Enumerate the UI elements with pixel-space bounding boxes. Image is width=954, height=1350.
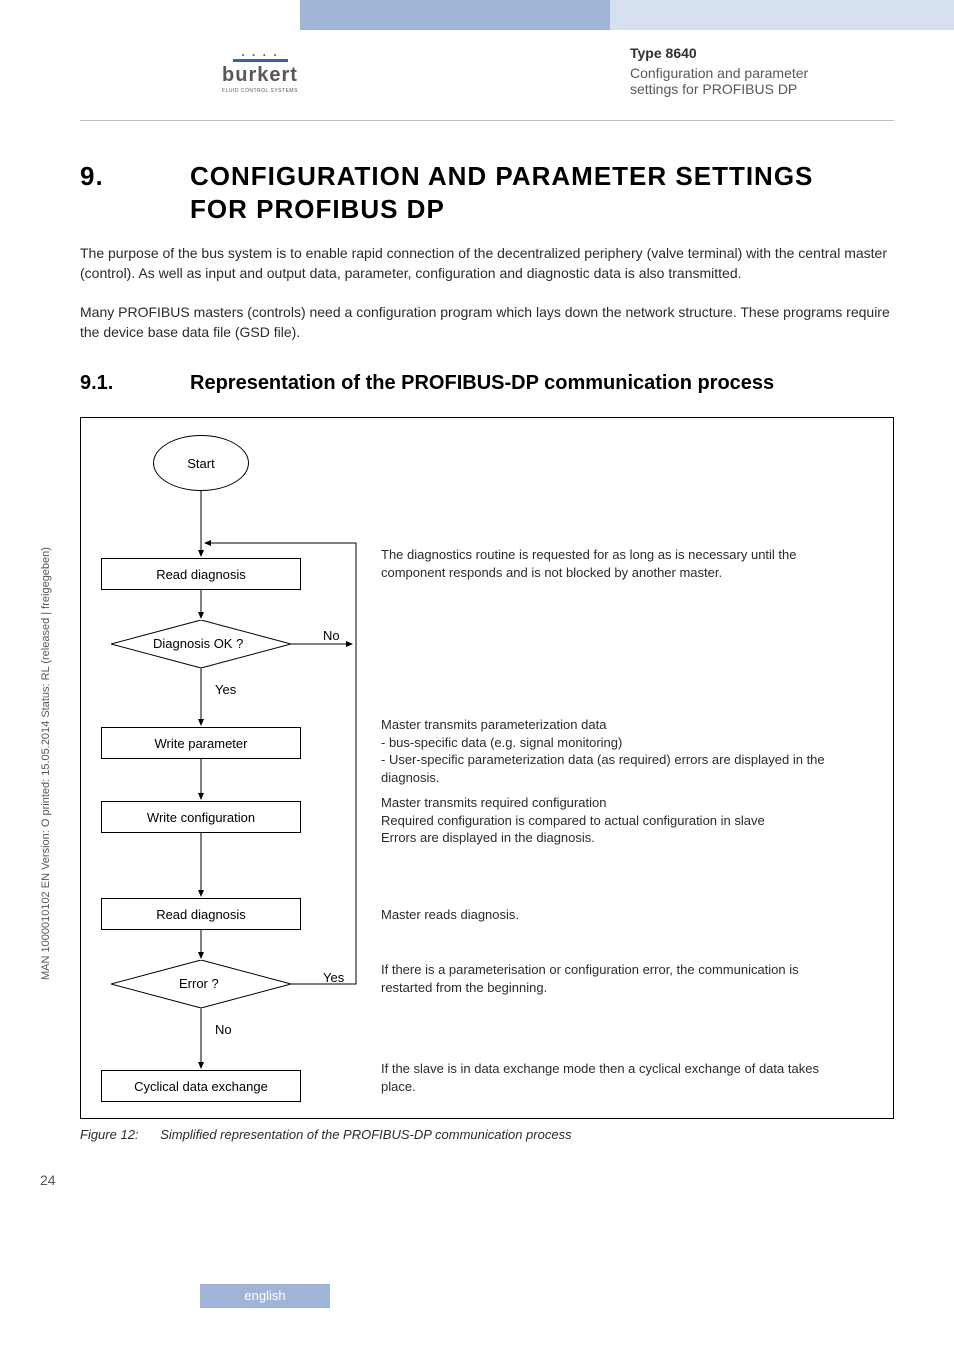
node-read2: Read diagnosis (101, 898, 301, 930)
figure-num: Figure 12: (80, 1127, 139, 1142)
section-heading: 9.CONFIGURATION AND PARAMETER SETTINGS F… (80, 160, 894, 225)
explain-6: If the slave is in data exchange mode th… (381, 1060, 851, 1095)
para1: The purpose of the bus system is to enab… (80, 243, 894, 284)
logo-tag: FLUID CONTROL SYSTEMS (200, 88, 320, 94)
section-num: 9. (80, 160, 190, 193)
header-sub1: Configuration and parameter (630, 65, 808, 81)
header-sub2: settings for PROFIBUS DP (630, 81, 808, 97)
node-read2-label: Read diagnosis (156, 907, 246, 922)
type-line: Type 8640 (630, 45, 808, 61)
label-no1: No (323, 628, 340, 643)
page-number: 24 (40, 1172, 56, 1188)
node-cyc-label: Cyclical data exchange (134, 1079, 268, 1094)
node-start: Start (153, 435, 249, 491)
node-read1: Read diagnosis (101, 558, 301, 590)
header-row: . . . . burkert FLUID CONTROL SYSTEMS Ty… (0, 40, 954, 115)
band-dark (300, 0, 610, 30)
sub-title: Representation of the PROFIBUS-DP commun… (190, 372, 870, 395)
explain-5: If there is a parameterisation or config… (381, 961, 851, 996)
node-writep-label: Write parameter (155, 736, 248, 751)
content: 9.CONFIGURATION AND PARAMETER SETTINGS F… (80, 160, 894, 1142)
node-writec: Write configuration (101, 801, 301, 833)
explain-4: Master reads diagnosis. (381, 906, 851, 924)
header-text: Type 8640 Configuration and parameter se… (630, 45, 808, 97)
figure-box: Start Read diagnosis Diagnosis OK ? Writ… (80, 417, 894, 1119)
node-writep: Write parameter (101, 727, 301, 759)
footer-language: english (200, 1284, 330, 1308)
logo: . . . . burkert FLUID CONTROL SYSTEMS (200, 45, 320, 100)
node-cyc: Cyclical data exchange (101, 1070, 301, 1102)
figure-caption: Figure 12: Simplified representation of … (80, 1127, 894, 1142)
subsection-heading: 9.1.Representation of the PROFIBUS-DP co… (80, 372, 894, 395)
node-error-label: Error ? (179, 976, 219, 991)
side-text: MAN 1000010102 EN Version: O printed: 15… (40, 547, 52, 980)
explain-1: The diagnostics routine is requested for… (381, 546, 851, 581)
explain-2: Master transmits parameterization data -… (381, 716, 851, 786)
logo-name: burkert (200, 64, 320, 87)
label-no2: No (215, 1022, 232, 1037)
sub-num: 9.1. (80, 372, 190, 395)
top-bands (0, 0, 954, 30)
node-diagok-label: Diagnosis OK ? (153, 636, 243, 651)
label-yes1: Yes (215, 682, 236, 697)
para2: Many PROFIBUS masters (controls) need a … (80, 302, 894, 343)
node-writec-label: Write configuration (147, 810, 255, 825)
figure-caption-text: Simplified representation of the PROFIBU… (160, 1127, 571, 1142)
band-light (610, 0, 954, 30)
label-yes2: Yes (323, 970, 344, 985)
logo-dots: . . . . (200, 45, 320, 59)
node-start-label: Start (187, 456, 214, 471)
header-rule (80, 120, 894, 121)
node-read1-label: Read diagnosis (156, 567, 246, 582)
explain-3: Master transmits required configuration … (381, 794, 851, 847)
section-title: CONFIGURATION AND PARAMETER SETTINGS FOR… (190, 160, 870, 225)
logo-bar (233, 59, 288, 62)
